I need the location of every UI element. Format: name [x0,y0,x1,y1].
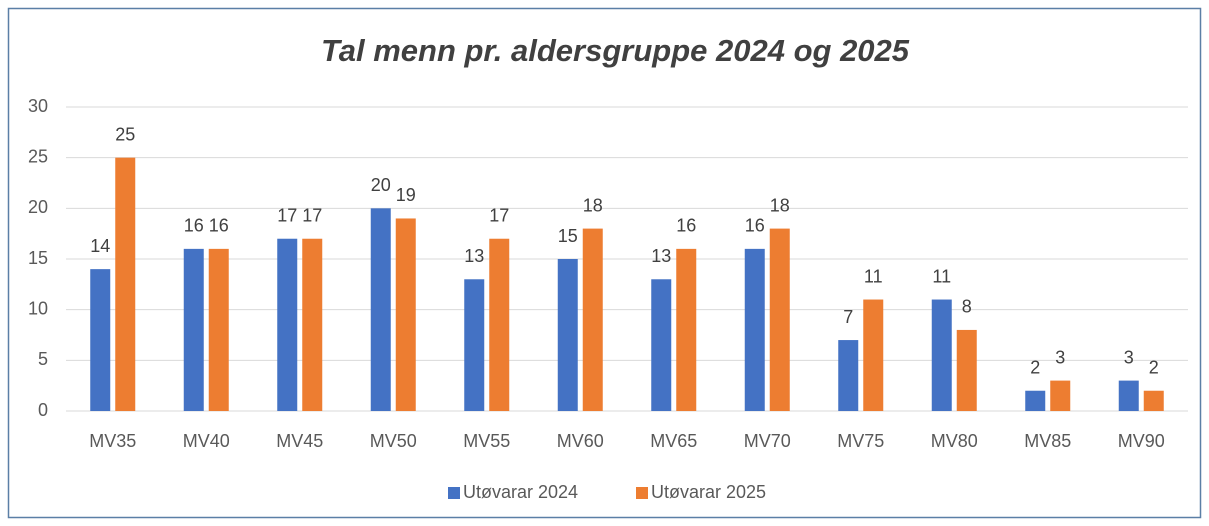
data-label: 15 [558,226,578,246]
bar [838,340,859,411]
data-label: 17 [489,205,509,225]
data-label: 3 [1055,347,1065,367]
x-tick-label: MV80 [931,431,978,451]
bar [863,299,884,411]
bar [302,238,323,411]
data-label: 7 [843,307,853,327]
bar [1025,390,1046,411]
data-label: 2 [1149,357,1159,377]
bar [1143,390,1164,411]
data-label: 16 [209,216,229,236]
bar [931,299,952,411]
x-tick-label: MV55 [463,431,510,451]
data-label: 16 [745,216,765,236]
bar [1118,380,1139,411]
chart-border [7,7,1202,519]
x-tick-label: MV90 [1118,431,1165,451]
bar [769,228,790,411]
y-tick-label: 10 [28,298,48,318]
bar [277,238,298,411]
bar [90,269,111,411]
y-tick-label: 20 [28,197,48,217]
bar [489,238,510,411]
x-tick-label: MV85 [1024,431,1071,451]
data-label: 25 [115,124,135,144]
data-label: 16 [676,216,696,236]
y-tick-label: 15 [28,248,48,268]
legend-swatch [636,487,648,499]
data-label: 16 [184,216,204,236]
x-tick-label: MV40 [183,431,230,451]
bar [464,279,485,411]
data-label: 18 [583,195,603,215]
data-label: 13 [651,246,671,266]
data-label: 20 [371,175,391,195]
x-tick-label: MV70 [744,431,791,451]
x-tick-label: MV65 [650,431,697,451]
data-label: 19 [396,185,416,205]
data-label: 18 [770,195,790,215]
data-label: 14 [90,236,110,256]
x-tick-label: MV50 [370,431,417,451]
bar [582,228,603,411]
bar [183,248,204,411]
data-label: 3 [1124,347,1134,367]
x-tick-label: MV45 [276,431,323,451]
bar [370,208,391,411]
bar [1050,380,1071,411]
bar [956,329,977,411]
chart-title: Tal menn pr. aldersgruppe 2024 og 2025 [321,33,910,68]
y-tick-label: 25 [28,146,48,166]
y-tick-label: 30 [28,96,48,116]
data-label: 11 [932,266,951,286]
legend-label: Utøvarar 2024 [463,482,578,502]
y-tick-label: 0 [38,400,48,420]
data-label: 13 [464,246,484,266]
bar [744,248,765,411]
bar [395,218,416,411]
bar [208,248,229,411]
data-label: 17 [277,205,297,225]
bar [651,279,672,411]
data-label: 8 [962,297,972,317]
data-label: 11 [864,266,883,286]
bar [557,259,578,411]
data-label: 2 [1030,357,1040,377]
x-tick-label: MV75 [837,431,884,451]
y-tick-label: 5 [38,349,48,369]
x-tick-label: MV35 [89,431,136,451]
bar [676,248,697,411]
bar [115,157,136,411]
data-label: 17 [302,205,322,225]
legend-label: Utøvarar 2025 [651,482,766,502]
x-tick-label: MV60 [557,431,604,451]
legend-swatch [448,487,460,499]
